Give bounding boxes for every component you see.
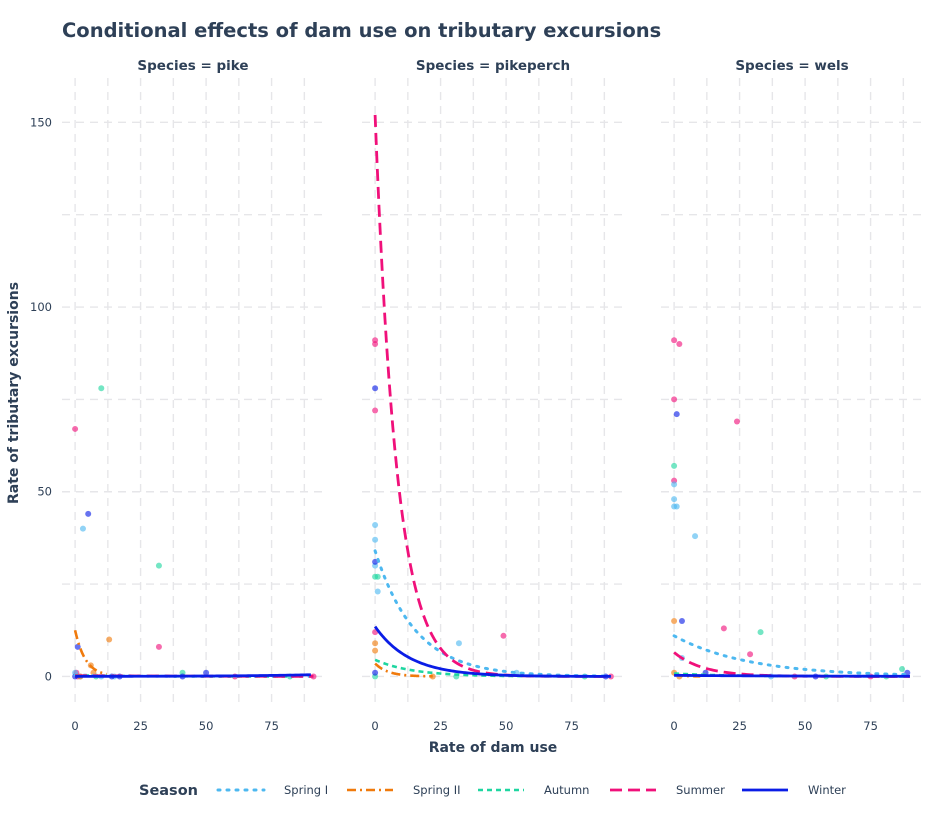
data-point-winter bbox=[372, 385, 379, 392]
facet-strip-label: Species = pikeperch bbox=[416, 58, 570, 74]
data-point-spring-ii bbox=[372, 647, 379, 654]
data-point-spring-i bbox=[692, 533, 699, 540]
y-tick-label: 150 bbox=[30, 115, 52, 129]
facet-strip-label: Species = pike bbox=[137, 58, 248, 74]
x-tick-label: 50 bbox=[199, 719, 214, 733]
legend-label: Summer bbox=[676, 783, 725, 797]
data-point-winter bbox=[85, 510, 92, 517]
x-tick-label: 25 bbox=[133, 719, 148, 733]
series-line-spring-ii bbox=[73, 629, 107, 676]
data-point-autumn bbox=[155, 562, 162, 569]
series-line-winter bbox=[674, 673, 910, 678]
data-point-autumn bbox=[671, 462, 678, 469]
y-axis-label: Rate of tributary excursions bbox=[6, 282, 22, 504]
data-point-winter bbox=[372, 558, 379, 565]
y-tick-label: 50 bbox=[37, 485, 52, 499]
data-point-spring-ii bbox=[372, 640, 379, 647]
x-tick-label: 0 bbox=[371, 719, 378, 733]
data-point-autumn bbox=[98, 385, 105, 392]
y-tick-label: 0 bbox=[45, 669, 52, 683]
data-point-spring-i bbox=[374, 588, 381, 595]
series-line-winter bbox=[373, 625, 611, 678]
x-tick-label: 0 bbox=[71, 719, 78, 733]
data-point-autumn bbox=[899, 666, 906, 673]
data-point-winter bbox=[673, 411, 680, 418]
data-point-summer bbox=[747, 651, 754, 658]
data-point-summer bbox=[676, 340, 683, 347]
data-point-summer bbox=[671, 337, 678, 344]
data-point-summer bbox=[671, 396, 678, 403]
data-point-summer bbox=[372, 340, 379, 347]
data-point-summer bbox=[72, 425, 79, 432]
x-tick-label: 75 bbox=[564, 719, 579, 733]
data-point-winter bbox=[372, 669, 379, 676]
y-tick-label: 100 bbox=[30, 300, 52, 314]
data-point-winter bbox=[203, 669, 210, 676]
data-point-spring-i bbox=[673, 503, 680, 510]
legend-title: Season bbox=[139, 783, 198, 799]
facet-panel-0: Species = pike 0 25 50 75 0 50 100 150 bbox=[30, 58, 324, 733]
data-point-spring-i bbox=[671, 496, 678, 503]
series-line-winter bbox=[75, 673, 311, 678]
series-line-summer bbox=[373, 114, 611, 678]
data-point-spring-i bbox=[372, 536, 379, 543]
legend-label: Spring II bbox=[413, 783, 461, 797]
data-point-autumn bbox=[374, 573, 381, 580]
data-point-summer bbox=[720, 625, 727, 632]
data-point-winter bbox=[74, 643, 81, 650]
facet-strip-label: Species = wels bbox=[735, 58, 848, 74]
facet-panel-2: Species = wels 0 25 50 75 bbox=[661, 58, 923, 733]
x-tick-label: 75 bbox=[863, 719, 878, 733]
legend-label: Spring I bbox=[284, 783, 328, 797]
data-point-spring-ii bbox=[671, 618, 678, 625]
data-point-spring-i bbox=[671, 481, 678, 488]
x-tick-label: 75 bbox=[264, 719, 279, 733]
legend: Season Spring I Spring II Autumn Summer Wint… bbox=[139, 783, 846, 799]
x-tick-label: 50 bbox=[499, 719, 514, 733]
data-point-spring-ii bbox=[106, 636, 113, 643]
x-axis-label: Rate of dam use bbox=[429, 740, 558, 756]
data-point-spring-i bbox=[455, 640, 462, 647]
legend-label: Winter bbox=[808, 783, 846, 797]
chart-title: Conditional effects of dam use on tribut… bbox=[62, 19, 661, 42]
data-point-summer bbox=[155, 643, 162, 650]
data-point-winter bbox=[678, 618, 685, 625]
x-tick-label: 25 bbox=[433, 719, 448, 733]
x-tick-label: 0 bbox=[670, 719, 677, 733]
data-point-spring-i bbox=[79, 525, 86, 532]
data-point-spring-i bbox=[372, 521, 379, 528]
data-point-autumn bbox=[757, 629, 764, 636]
series-line-spring-i bbox=[373, 549, 613, 678]
data-point-summer bbox=[733, 418, 740, 425]
data-point-summer bbox=[500, 632, 507, 639]
legend-label: Autumn bbox=[544, 783, 589, 797]
facet-panel-1: Species = pikeperch 0 25 50 75 bbox=[362, 58, 624, 733]
series-line-summer bbox=[673, 651, 910, 678]
data-point-spring-ii bbox=[429, 673, 436, 680]
x-tick-label: 25 bbox=[732, 719, 747, 733]
x-tick-label: 50 bbox=[798, 719, 813, 733]
data-point-summer bbox=[372, 407, 379, 414]
